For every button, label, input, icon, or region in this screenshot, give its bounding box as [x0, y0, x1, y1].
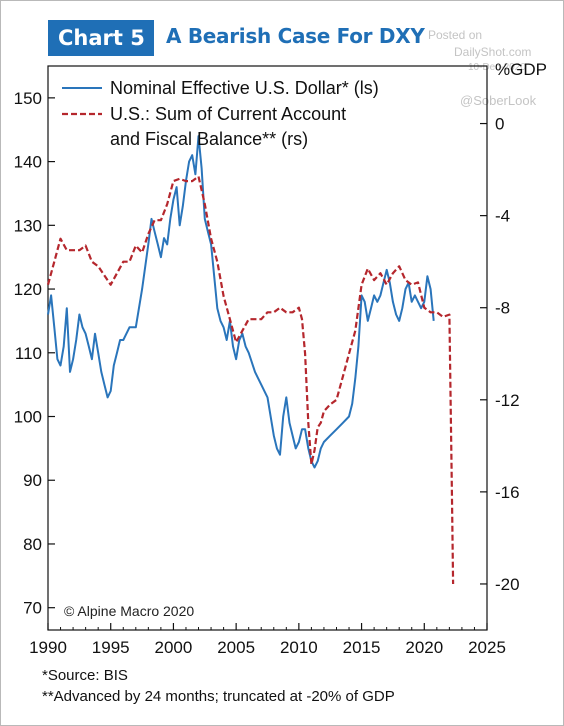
- x-tick-label: 2000: [155, 638, 193, 657]
- x-tick-label: 2010: [280, 638, 318, 657]
- right-tick-label: -4: [495, 207, 510, 226]
- series-line-neer: [47, 135, 435, 469]
- x-tick-label: 2025: [468, 638, 506, 657]
- left-tick-label: 80: [23, 535, 42, 554]
- left-tick-label: 120: [14, 280, 42, 299]
- left-tick-label: 100: [14, 408, 42, 427]
- watermark-site: DailyShot.com: [454, 45, 532, 59]
- left-tick-label: 140: [14, 153, 42, 172]
- copyright-text: © Alpine Macro 2020: [64, 603, 194, 619]
- right-tick-label: -8: [495, 299, 510, 318]
- left-tick-label: 130: [14, 216, 42, 235]
- left-tick-label: 70: [23, 599, 42, 618]
- series-lines: [46, 135, 455, 585]
- axes: 1990 1995 2000 2005 2010 2015 2020 2025 70 80 90 10…: [14, 65, 520, 657]
- legend-label-balance: U.S.: Sum of Current Account and Fiscal B…: [110, 104, 346, 149]
- right-tick-label: -12: [495, 391, 520, 410]
- x-tick-label: 1995: [92, 638, 130, 657]
- watermark-date: 10-Dec-2020: [468, 62, 526, 73]
- x-tick-label: 2020: [405, 638, 443, 657]
- x-tick-label: 2005: [217, 638, 255, 657]
- watermark-handle: @SoberLook: [460, 93, 537, 108]
- chart-title: A Bearish Case For DXY: [166, 24, 425, 48]
- left-tick-label: 110: [15, 344, 42, 363]
- legend-label-neer: Nominal Effective U.S. Dollar* (ls): [110, 78, 379, 98]
- right-tick-label: 0: [495, 115, 504, 134]
- x-tick-label: 1990: [29, 638, 67, 657]
- watermark-posted: Posted on: [428, 28, 483, 42]
- footnote-advance: **Advanced by 24 months; truncated at -2…: [42, 688, 395, 705]
- left-tick-label: 150: [14, 89, 42, 108]
- left-tick-label: 90: [23, 471, 42, 490]
- series-line-balance: [46, 175, 455, 585]
- x-tick-label: 2015: [343, 638, 381, 657]
- chart-number-badge: Chart 5: [48, 20, 154, 56]
- plot-area: [47, 65, 488, 631]
- footnote-source: *Source: BIS: [42, 667, 128, 684]
- right-tick-label: -20: [495, 575, 520, 594]
- legend: Nominal Effective U.S. Dollar* (ls) U.S.:…: [62, 78, 379, 149]
- right-tick-label: -16: [495, 483, 520, 502]
- right-axis-unit-label: %GDP: [495, 60, 547, 79]
